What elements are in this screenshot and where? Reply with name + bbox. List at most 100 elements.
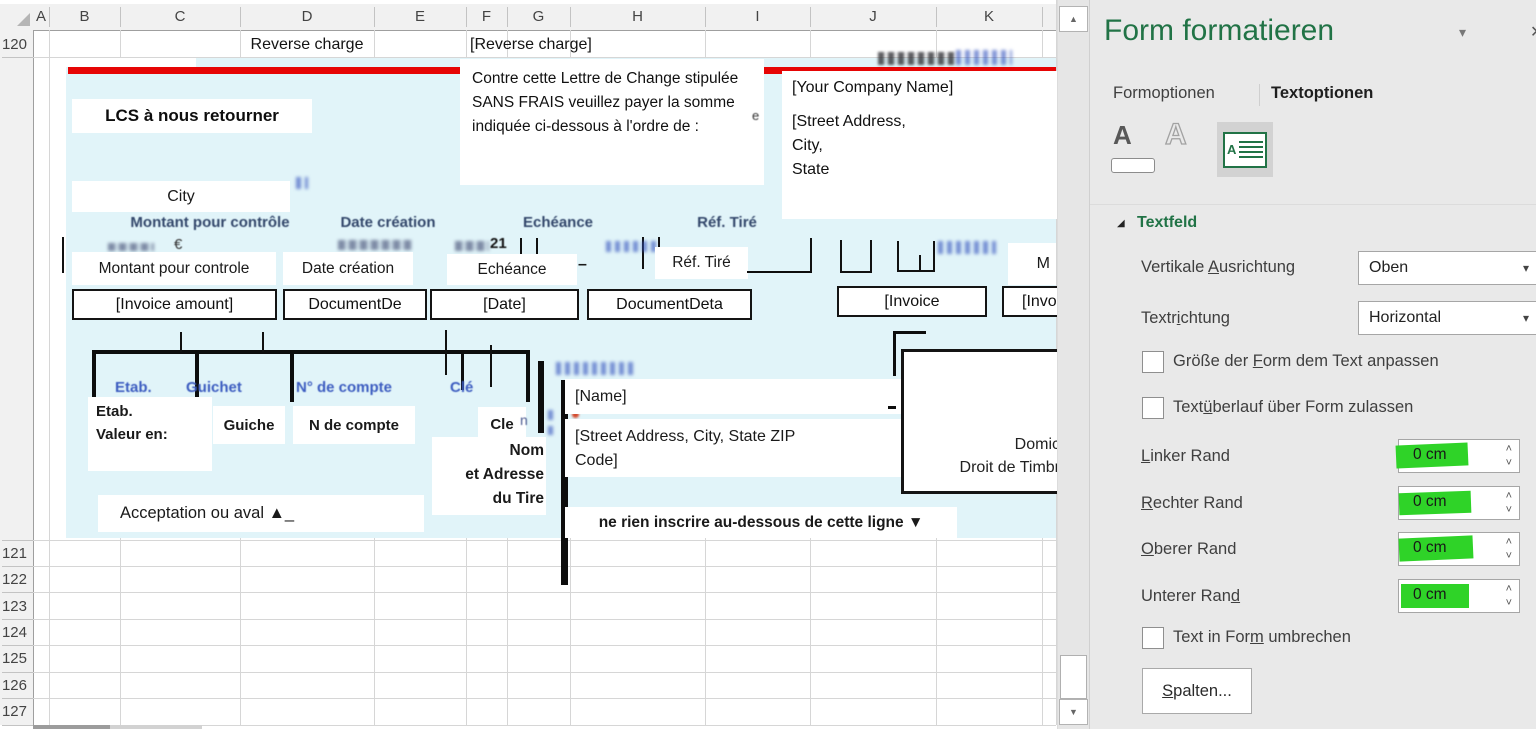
left-margin-value: 0 cm [1413,446,1447,463]
scroll-down-button[interactable]: ▼ [1059,699,1088,725]
column-header-H[interactable]: H [570,4,705,30]
guiche-box[interactable]: Guiche [213,406,285,444]
street-box[interactable]: [Street Address, City, State ZIP Code] [565,419,905,477]
field-document-de[interactable]: DocumentDe [283,289,427,320]
city-box[interactable]: City [72,181,290,212]
overlay-header-box[interactable]: Réf. Tiré [655,247,748,279]
text-direction-dropdown[interactable]: Horizontal ▾ [1358,301,1536,335]
vertical-alignment-dropdown[interactable]: Oben ▾ [1358,251,1536,285]
overlay-header: Montant pour controle [98,259,250,277]
scan-bank-label: Clé [450,379,474,396]
overlay-header-box[interactable]: Echéance [447,254,577,285]
column-header-K[interactable]: K [936,4,1042,30]
scan-artifact [455,241,489,251]
text-effects-icon[interactable]: A [1164,117,1187,151]
spin-down-icon[interactable]: ˅ [1505,457,1512,469]
row-header-123[interactable]: 123 [1,598,27,615]
cell-f120[interactable]: [Reverse charge] [470,36,592,53]
scan-artifact: e [752,108,760,123]
wrap-text-label: Text in Form umbrechen [1173,628,1351,646]
tab-textoptionen[interactable]: Textoptionen [1271,84,1374,102]
bottom-margin-spinner[interactable]: 0 cm ˄ ˅ [1398,579,1520,613]
overlay-header: Réf. Tiré [672,254,731,271]
cle-box[interactable]: Cle [478,407,526,441]
spin-up-icon[interactable]: ˄ [1505,490,1512,502]
field-invoice-amount[interactable]: [Invoice amount] [72,289,277,320]
vertical-scrollbar[interactable] [1057,0,1089,729]
right-margin-label: Rechter Rand [1141,494,1243,512]
top-margin-label: Oberer Rand [1141,540,1237,558]
compte-box[interactable]: N de compte [293,406,415,444]
name-box[interactable]: [Name] [565,379,905,414]
overlay-header: Echéance [477,260,547,278]
field-invoice-2[interactable]: [Invoice [837,286,987,317]
spin-down-icon[interactable]: ˅ [1505,504,1512,516]
row-header-124[interactable]: 124 [1,624,27,641]
scroll-up-button[interactable]: ▲ [1059,6,1088,32]
pane-menu-caret-icon[interactable]: ▾ [1459,24,1467,40]
instruction-text: Contre cette Lettre de Change stipulée S… [472,70,739,136]
spin-up-icon[interactable]: ˄ [1505,536,1512,548]
row-header-127[interactable]: 127 [1,703,27,720]
section-expander-icon[interactable]: ◢ [1117,218,1125,229]
cle-label: Cle [490,415,514,433]
cell-d120[interactable]: Reverse charge [250,36,364,53]
field-date[interactable]: [Date] [430,289,579,320]
column-header-J[interactable]: J [810,4,936,30]
spin-up-icon[interactable]: ˄ [1505,443,1512,455]
domiciliation-box[interactable]: Domic Droit de Timbr [901,349,1057,494]
columns-button-label: Spalten... [1162,681,1232,700]
overflow-label: Textüberlauf über Form zulassen [1173,398,1414,416]
pane-close-icon[interactable]: ✕ [1530,22,1536,42]
nom-adresse-box[interactable]: Nom et Adresse du Tire [432,437,546,515]
tab-formoptionen[interactable]: Formoptionen [1113,84,1215,102]
acceptation-box[interactable]: Acceptation ou aval ▲_ [98,495,424,532]
overlay-header-box[interactable]: Date création [283,252,413,285]
nom-line: du Tire [492,490,544,508]
lcs-title: LCS à nous retourner [105,106,279,125]
ne-rien-box[interactable]: ne rien inscrire au-dessous de cette lig… [565,507,957,538]
company-box[interactable]: [Your Company Name] [Street Address, Cit… [782,71,1057,219]
row-header-120[interactable]: 120 [1,36,27,53]
domiciliation-line: Domic [1014,435,1057,453]
column-header-I[interactable]: I [705,4,810,30]
column-header-C[interactable]: C [120,4,240,30]
text-fill-bar-icon [1111,158,1155,173]
column-header-A[interactable]: A [33,4,49,30]
column-header-F[interactable]: F [466,4,507,30]
overflow-checkbox[interactable] [1142,397,1164,419]
top-margin-spinner[interactable]: 0 cm ˄ ˅ [1398,532,1520,566]
overlay-header: Date création [301,259,395,277]
field-document-deta[interactable]: DocumentDeta [587,289,752,320]
row-header-122[interactable]: 122 [1,571,27,588]
scan-artifact [956,50,1012,65]
instruction-box[interactable]: Contre cette Lettre de Change stipulée S… [460,59,764,185]
select-all-corner[interactable] [0,4,33,30]
column-header-E[interactable]: E [374,4,466,30]
select-all-triangle-icon [17,13,30,26]
text-fill-icon[interactable]: A [1113,120,1132,150]
wrap-text-checkbox[interactable] [1142,627,1164,649]
columns-button[interactable]: Spalten... [1142,668,1252,714]
field-invoice-3[interactable]: [Invo [1002,286,1057,317]
column-header-G[interactable]: G [507,4,570,30]
left-margin-spinner[interactable]: 0 cm ˄ ˅ [1395,439,1520,473]
scan-bank-label: N° de compte [296,379,393,396]
scrollbar-thumb[interactable] [1060,655,1087,699]
spin-down-icon[interactable]: ˅ [1505,550,1512,562]
column-header-D[interactable]: D [240,4,374,30]
spin-up-icon[interactable]: ˄ [1505,583,1512,595]
row-header-125[interactable]: 125 [1,650,27,667]
resize-shape-checkbox[interactable] [1142,351,1164,373]
overlay-header-box[interactable]: Montant pour controle [72,252,276,285]
scan-artifact [338,240,412,250]
textbox-icon[interactable]: A [1217,122,1273,177]
etab-valeur-box[interactable]: Etab. Valeur en: [88,397,212,471]
row-header-126[interactable]: 126 [1,677,27,694]
row-header-121[interactable]: 121 [1,545,27,562]
spin-down-icon[interactable]: ˅ [1505,597,1512,609]
scan-artifact [556,362,636,375]
lcs-title-box[interactable]: LCS à nous retourner [72,99,312,133]
right-margin-spinner[interactable]: 0 cm ˄ ˅ [1398,486,1520,520]
column-header-B[interactable]: B [49,4,120,30]
